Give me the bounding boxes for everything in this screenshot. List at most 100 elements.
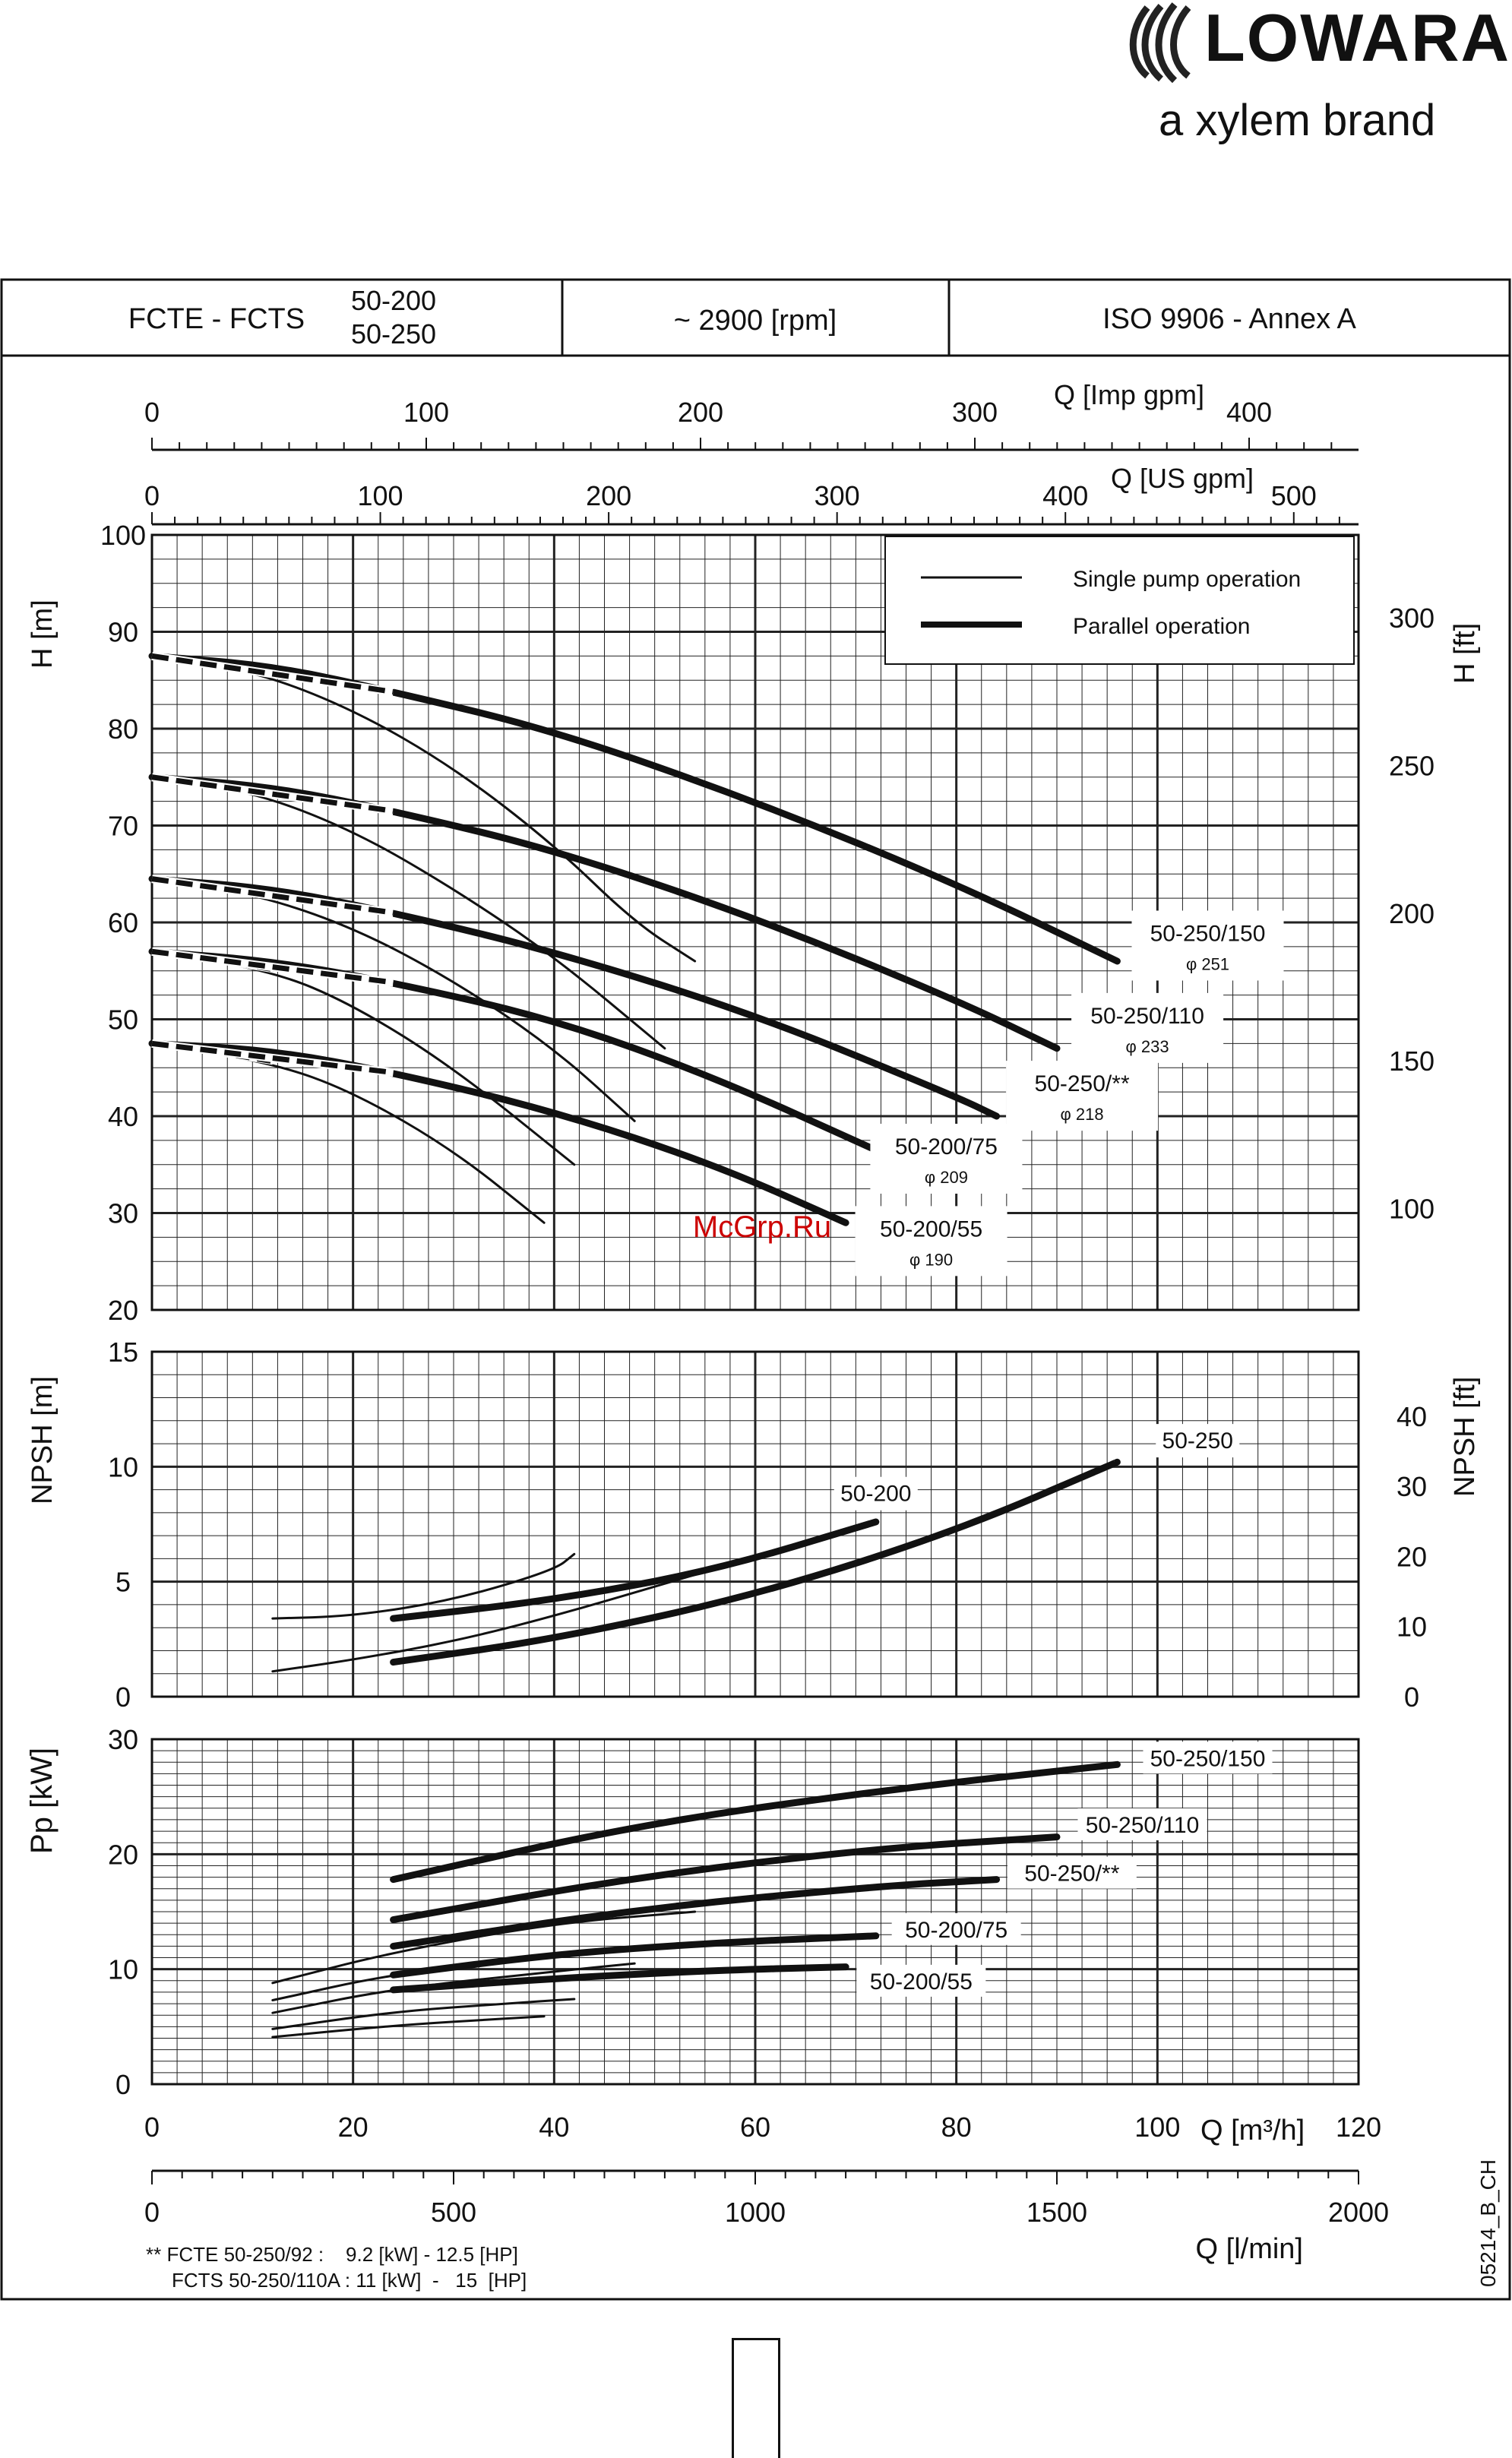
curve-label-bg	[1156, 1424, 1240, 1458]
curve-label: 50-250/150	[1150, 1746, 1266, 1771]
m3h-tick-label: 80	[941, 2112, 972, 2143]
plot-frame	[150, 1350, 1360, 1698]
y-right-tick-label: 200	[1389, 898, 1435, 929]
curve-50-250----single	[271, 1962, 636, 2014]
y-tick-label: 30	[108, 1724, 138, 1755]
legend: Single pump operation Parallel operation	[884, 536, 1355, 665]
header-model: FCTE - FCTS	[128, 303, 305, 335]
imp-gpm-tick-label: 0	[144, 397, 160, 428]
plot-frame	[150, 533, 1360, 1311]
header-size-1: 50-200	[351, 285, 436, 316]
y-tick-label: 20	[108, 1295, 138, 1326]
curve-label-bg	[855, 1206, 1007, 1276]
curve-label-bg	[1006, 1061, 1159, 1131]
us-gpm-tick-label: 300	[815, 480, 860, 511]
m3h-axis-label: Q [m³/h]	[1200, 2115, 1305, 2146]
us-gpm-tick-label: 0	[144, 480, 160, 511]
curve-50-250-110-parallel	[390, 1833, 1061, 1924]
lmin-tick-label: 0	[144, 2197, 160, 2228]
curve-label: 50-200	[840, 1482, 911, 1507]
footnote-line-1: ** FCTE 50-250/92 : 9.2 [kW] - 12.5 [HP]	[146, 2243, 518, 2266]
curve-label-bg	[856, 1964, 986, 1997]
curve-label: 50-200/75	[905, 1918, 1007, 1943]
curve-50-250-150-parallel	[148, 652, 1121, 965]
impeller-label: φ 233	[1126, 1037, 1169, 1056]
m3h-tick-label: 40	[539, 2112, 569, 2143]
curve-50-250----parallel	[148, 875, 1001, 1120]
head-ft-axis-title: H [ft]	[1449, 623, 1481, 684]
curve-50-200-55-parallel	[148, 1039, 849, 1226]
curve-50-200-parallel	[390, 1518, 880, 1622]
us-gpm-tick-label: 500	[1271, 480, 1317, 511]
y-tick-label: 5	[115, 1567, 131, 1598]
us-gpm-tick-label: 200	[586, 480, 631, 511]
y-tick-label: 20	[108, 1839, 138, 1870]
curve-dashed-start	[151, 1040, 394, 1076]
us-gpm-axis-label: Q [US gpm]	[1111, 463, 1254, 494]
legend-parallel-label: Parallel operation	[1073, 614, 1250, 639]
impeller-label: φ 209	[925, 1168, 968, 1187]
curve-label-bg	[1071, 992, 1224, 1063]
curve-label: 50-200/75	[895, 1134, 998, 1159]
m3h-tick-label: 120	[1336, 2112, 1381, 2143]
lowara-logo: LOWARA a xylem brand	[1129, 0, 1510, 145]
y-tick-label: 0	[115, 1681, 131, 1713]
impeller-label: φ 218	[1061, 1105, 1104, 1124]
lmin-axis-label: Q [l/min]	[1196, 2233, 1303, 2265]
curve-50-250----parallel	[390, 1876, 1001, 1950]
legend-single-label: Single pump operation	[1073, 567, 1301, 592]
curve-label-bg	[891, 1912, 1021, 1945]
curve-label-bg	[1077, 1808, 1207, 1841]
y-tick-label: 100	[100, 520, 146, 551]
curve-dashed-start	[151, 948, 394, 985]
imp-gpm-tick-label: 300	[952, 397, 998, 428]
y-tick-label: 60	[108, 907, 138, 938]
us-gpm-tick-label: 100	[358, 480, 403, 511]
lmin-tick-label: 500	[431, 2197, 476, 2228]
y-tick-label: 40	[108, 1101, 138, 1132]
impeller-label: φ 251	[1186, 955, 1229, 974]
lmin-tick-label: 2000	[1328, 2197, 1389, 2228]
m3h-tick-label: 0	[144, 2112, 160, 2143]
y-tick-label: 10	[108, 1451, 138, 1482]
npsh-axis-title: NPSH [m]	[27, 1376, 59, 1504]
curve-50-250-single	[271, 1574, 697, 1673]
y-tick-label: 15	[108, 1337, 138, 1368]
curve-dashed-start	[151, 774, 394, 814]
y-tick-label: 50	[108, 1004, 138, 1036]
y-tick-label: 10	[108, 1954, 138, 1985]
curve-label: 50-250/150	[1150, 922, 1266, 947]
curve-label: 50-200/55	[880, 1216, 982, 1242]
curve-label-bg	[1143, 1741, 1273, 1774]
imp-gpm-tick-label: 100	[403, 397, 449, 428]
curve-50-200-75-parallel	[390, 1932, 880, 1979]
bottom-flow-axes: 0 20 40 60 80 100 120 0 500 1000 1500 2000	[144, 2112, 1389, 2228]
header-size-2: 50-250	[351, 318, 436, 350]
y-right-tick-label: 100	[1389, 1193, 1435, 1224]
curve-50-200-single	[271, 1552, 576, 1620]
y-tick-label: 70	[108, 811, 138, 842]
imp-gpm-tick-label: 400	[1226, 397, 1272, 428]
curve-label: 50-250/**	[1024, 1862, 1119, 1887]
impeller-label: φ 190	[909, 1250, 953, 1269]
lowara-swirl-icon	[1129, 2, 1191, 84]
curve-label-bg	[1131, 910, 1284, 981]
document-code: 05214_B_CH	[1476, 2159, 1500, 2287]
curve-label: 50-250	[1162, 1428, 1233, 1454]
power-axis-title: Pp [kW]	[25, 1748, 59, 1854]
lmin-tick-label: 1500	[1026, 2197, 1087, 2228]
npsh-chart: 0 5 10 15 0 10 20 30 40 50-200 50-250	[108, 1337, 1427, 1713]
legend-box	[884, 536, 1355, 665]
y-right-tick-label: 250	[1389, 750, 1435, 781]
curve-label: 50-200/55	[870, 1969, 973, 1995]
y-right-tick-label: 150	[1389, 1046, 1435, 1077]
curve-50-250-150-single	[271, 1910, 697, 1985]
curve-50-200-75-single	[271, 1998, 576, 2030]
y-tick-label: 30	[108, 1198, 138, 1229]
brand-name: LOWARA	[1204, 0, 1510, 75]
lmin-tick-label: 1000	[725, 2197, 786, 2228]
y-tick-label: 0	[115, 2069, 131, 2100]
footnote-line-2: FCTS 50-250/110A : 11 [kW] - 15 [HP]	[172, 2269, 527, 2292]
m3h-tick-label: 60	[740, 2112, 770, 2143]
